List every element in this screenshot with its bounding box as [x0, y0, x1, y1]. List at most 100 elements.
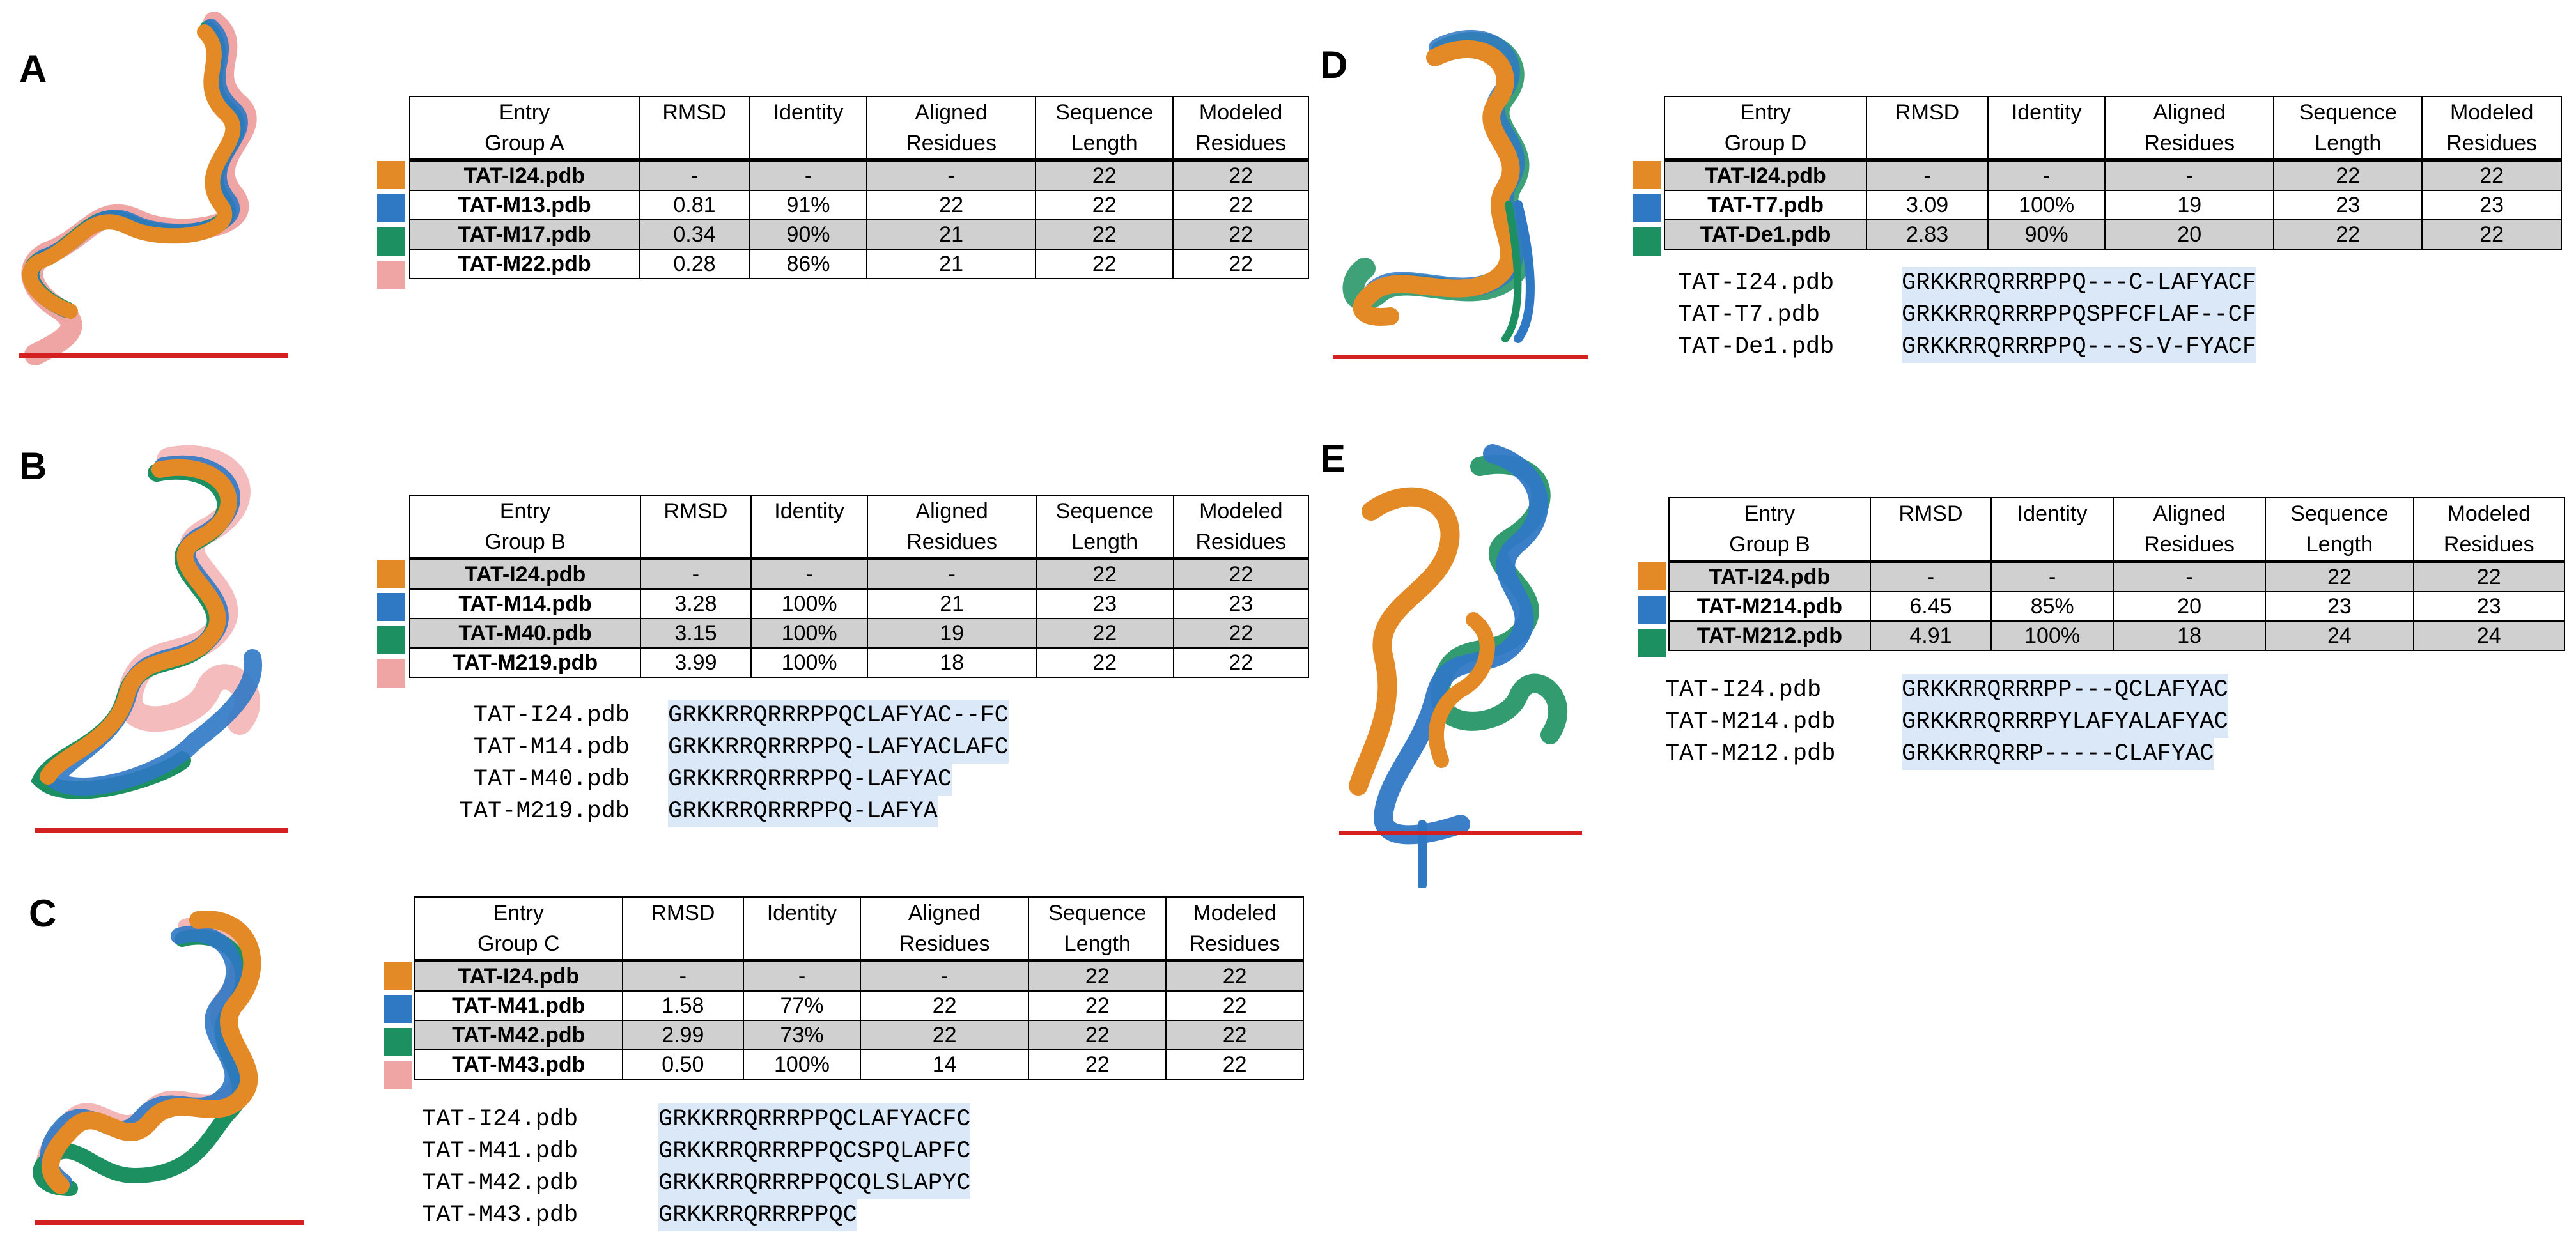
color-swatch-green	[384, 1028, 412, 1056]
cell-seq-length: 22	[2273, 159, 2423, 191]
color-swatch-pink	[377, 261, 405, 289]
table-row: TAT-I24.pdb - - -22 22	[1668, 560, 2566, 592]
cell-modeled: 22	[1165, 990, 1304, 1021]
cell-entry: TAT-M219.pdb	[408, 647, 642, 678]
col-seq-label1: Sequence	[1055, 499, 1154, 523]
panel-label-d: D	[1320, 43, 1348, 86]
cell-aligned: 18	[867, 647, 1037, 678]
rmsd-table-e: Entry Group B RMSD Identity Aligned Residu…	[1668, 497, 2566, 651]
col-identity: Identity	[750, 495, 869, 560]
col-seq-length: Sequence Length	[2265, 497, 2414, 563]
table-row: TAT-M13.pdb 0.81 91% 22 22 22	[409, 190, 1309, 220]
alignment-name: TAT-M214.pdb	[1665, 709, 1836, 735]
col-mod-label1: Modeled	[2447, 502, 2531, 526]
cell-rmsd: -	[640, 558, 752, 590]
col-seq-length: Sequence Length	[1028, 896, 1167, 962]
alignment-sequence: GRKKRRQRRRPPQCLAFYAC--FC	[668, 700, 1009, 732]
alignment-sequence: GRKKRRQRRRPPQ-LAFYACLAFC	[668, 732, 1009, 764]
color-swatch-blue	[1633, 194, 1661, 222]
table-row: TAT-M43.pdb 0.50 100% 14 22 22	[414, 1049, 1304, 1080]
alignment-row: TAT-M212.pdb GRKKRRQRRP-----CLAFYAC	[1665, 738, 2228, 770]
alignment-row: TAT-De1.pdb GRKKRRQRRRPPQ---S-V-FYACF	[1678, 331, 2257, 363]
alignment-sequence: GRKKRRQRRRPPQC	[658, 1199, 857, 1231]
cell-modeled: 22	[1172, 159, 1309, 191]
col-aligned-label1: Aligned	[915, 100, 988, 125]
color-swatch-blue	[384, 995, 412, 1023]
alignment-row: TAT-I24.pdb GRKKRRQRRRPPQ---C-LAFYACF	[1678, 267, 2257, 299]
cell-seq-length: 22	[1028, 1020, 1167, 1050]
cell-aligned: 20	[2104, 219, 2275, 250]
cell-seq-length: 22	[2265, 560, 2414, 592]
cell-entry: TAT-M22.pdb	[409, 249, 640, 279]
col-entry: Entry Group D	[1663, 96, 1868, 162]
cell-rmsd: 3.15	[640, 618, 752, 649]
col-aligned: Aligned Residues	[866, 96, 1037, 162]
cell-identity: 90%	[1987, 219, 2106, 250]
alignment-row: TAT-M41.pdb GRKKRRQRRRPPQCSPQLAPFC	[422, 1135, 971, 1167]
cell-seq-length: 22	[1035, 558, 1174, 590]
col-aligned-label1: Aligned	[2153, 502, 2226, 526]
color-swatch-orange	[1633, 161, 1661, 189]
cell-identity: -	[1987, 159, 2106, 191]
cell-aligned: 22	[859, 1020, 1030, 1050]
cell-rmsd: 6.45	[1869, 591, 1992, 622]
col-aligned: Aligned Residues	[859, 896, 1030, 962]
cell-rmsd: 2.99	[621, 1020, 745, 1050]
col-aligned-label2: Residues	[906, 131, 997, 155]
col-mod-label1: Modeled	[1193, 901, 1276, 925]
cell-modeled: 22	[1172, 647, 1310, 678]
alignment-row: TAT-I24.pdb GRKKRRQRRRPP---QCLAFYAC	[1665, 674, 2228, 706]
alignment-name: TAT-De1.pdb	[1678, 334, 1835, 360]
cell-entry: TAT-I24.pdb	[409, 159, 640, 191]
cell-seq-length: 22	[1028, 1049, 1167, 1080]
cell-rmsd: 4.91	[1869, 620, 1992, 651]
cell-modeled: 22	[2421, 159, 2562, 191]
col-seq-length: Sequence Length	[2273, 96, 2423, 162]
cell-aligned: 21	[867, 588, 1037, 619]
alignment-row: TAT-M43.pdb GRKKRRQRRRPPQC	[422, 1199, 970, 1231]
cell-aligned: 21	[866, 219, 1037, 250]
structure-image-b	[30, 445, 288, 833]
panel-label-c: C	[29, 892, 57, 935]
cell-rmsd: 3.99	[640, 647, 752, 678]
alignment-name: TAT-I24.pdb	[473, 702, 630, 729]
group-label: Group B	[485, 530, 566, 554]
rmsd-table-c: Entry Group C RMSD Identity Aligned Residu…	[414, 896, 1304, 1080]
col-modeled: Modeled Residues	[2421, 96, 2562, 162]
cell-aligned: 14	[859, 1049, 1030, 1080]
col-seq-label2: Length	[1064, 932, 1131, 956]
cell-rmsd: 3.28	[640, 588, 752, 619]
col-entry-label: Entry	[1740, 100, 1791, 125]
col-modeled: Modeled Residues	[1172, 495, 1310, 560]
alignment-name: TAT-M40.pdb	[473, 766, 630, 793]
cell-modeled: 22	[2412, 560, 2566, 592]
cell-aligned: -	[2104, 159, 2275, 191]
table-header-row: Entry Group A RMSD Identity Aligned Residu…	[409, 96, 1309, 162]
alignment-row: TAT-T7.pdb GRKKRRQRRRPPQSPFCFLAF--CF	[1678, 299, 2257, 331]
col-rmsd: RMSD	[1869, 497, 1992, 563]
color-swatch-green	[377, 227, 405, 256]
alignment-name: TAT-I24.pdb	[422, 1106, 578, 1133]
cell-entry: TAT-M13.pdb	[409, 190, 640, 220]
cell-modeled: 22	[1172, 190, 1309, 220]
col-identity: Identity	[1987, 96, 2106, 162]
rmsd-table-b: Entry Group B RMSD Identity Aligned Residu…	[408, 495, 1310, 678]
panel-label-e: E	[1320, 437, 1346, 480]
col-entry: Entry Group B	[1668, 497, 1871, 563]
group-label: Group A	[485, 131, 564, 155]
col-entry-label: Entry	[493, 901, 544, 925]
alignment-row: TAT-I24.pdb GRKKRRQRRRPPQCLAFYACFC	[422, 1103, 971, 1135]
cell-rmsd: 2.83	[1866, 219, 1989, 250]
cell-entry: TAT-I24.pdb	[1663, 159, 1868, 191]
alignment-name: TAT-M41.pdb	[422, 1138, 578, 1165]
cell-identity: 86%	[749, 249, 868, 279]
cell-rmsd: 1.58	[621, 990, 745, 1021]
color-swatch-pink	[377, 659, 405, 688]
alignment-sequence: GRKKRRQRRRPP---QCLAFYAC	[1902, 674, 2228, 706]
cell-identity: 90%	[749, 219, 868, 250]
col-aligned-label2: Residues	[899, 932, 990, 956]
col-seq-label1: Sequence	[1055, 100, 1154, 125]
alignment-sequence: GRKKRRQRRRPPQCQLSLAPYC	[658, 1167, 971, 1199]
cell-seq-length: 22	[1035, 249, 1174, 279]
cell-identity: -	[750, 558, 869, 590]
